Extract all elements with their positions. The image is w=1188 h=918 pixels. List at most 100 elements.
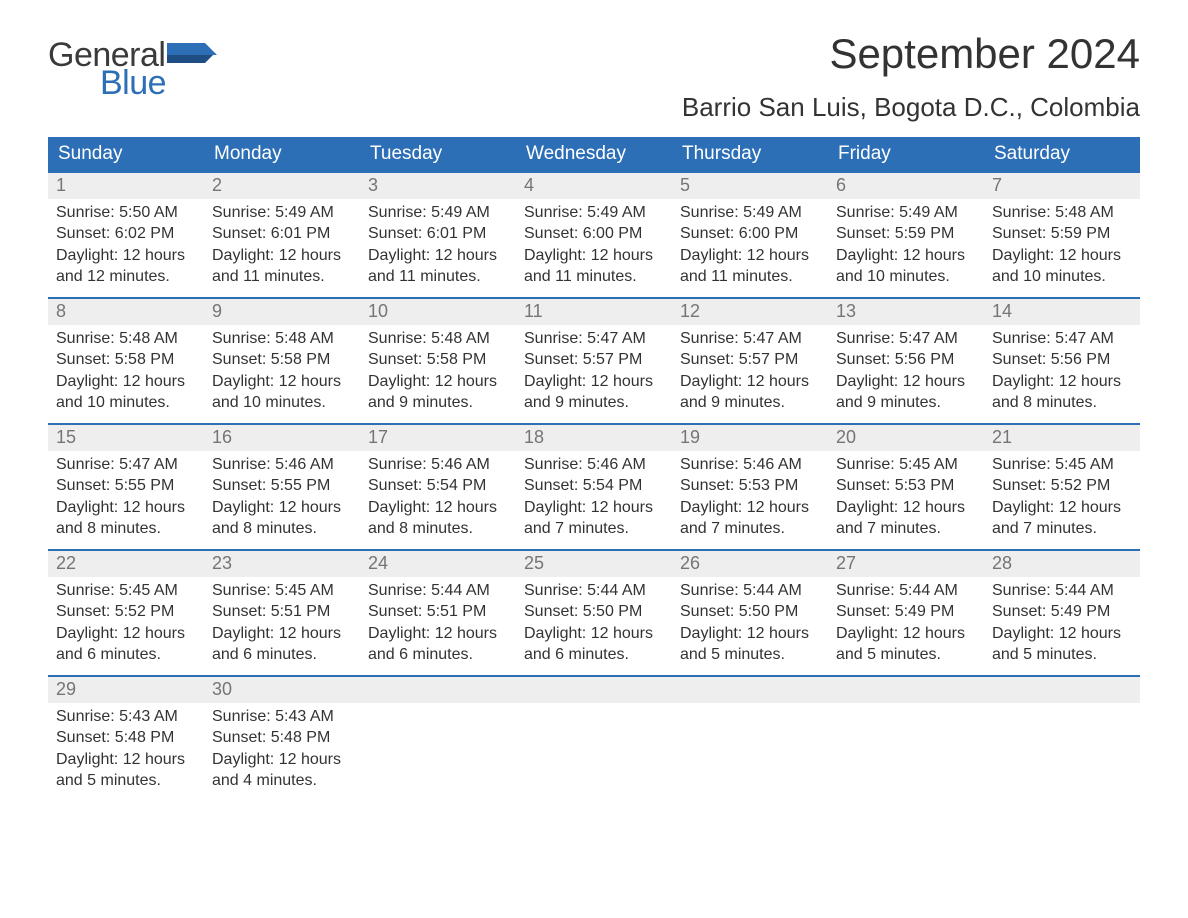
- day-details: Sunrise: 5:46 AMSunset: 5:55 PMDaylight:…: [204, 451, 360, 544]
- day-number: 17: [360, 423, 516, 451]
- day-number: 11: [516, 297, 672, 325]
- sunrise-text: Sunrise: 5:43 AM: [212, 706, 352, 728]
- dl2-text: and 11 minutes.: [212, 266, 352, 288]
- calendar-day-cell: 22Sunrise: 5:45 AMSunset: 5:52 PMDayligh…: [48, 549, 204, 675]
- sunset-text: Sunset: 6:02 PM: [56, 223, 196, 245]
- dl1-text: Daylight: 12 hours: [992, 497, 1132, 519]
- dl2-text: and 7 minutes.: [524, 518, 664, 540]
- weekday-header-row: Sunday Monday Tuesday Wednesday Thursday…: [48, 137, 1140, 171]
- sunset-text: Sunset: 5:51 PM: [368, 601, 508, 623]
- day-details: Sunrise: 5:45 AMSunset: 5:52 PMDaylight:…: [48, 577, 204, 670]
- sunset-text: Sunset: 5:55 PM: [212, 475, 352, 497]
- day-number: 23: [204, 549, 360, 577]
- sunset-text: Sunset: 6:00 PM: [524, 223, 664, 245]
- sunrise-text: Sunrise: 5:46 AM: [524, 454, 664, 476]
- day-details: Sunrise: 5:47 AMSunset: 5:57 PMDaylight:…: [516, 325, 672, 418]
- calendar-day-cell: [672, 675, 828, 801]
- day-number: 6: [828, 171, 984, 199]
- day-number: 8: [48, 297, 204, 325]
- dl1-text: Daylight: 12 hours: [212, 245, 352, 267]
- dl2-text: and 9 minutes.: [368, 392, 508, 414]
- calendar-day-cell: 27Sunrise: 5:44 AMSunset: 5:49 PMDayligh…: [828, 549, 984, 675]
- calendar-day-cell: 25Sunrise: 5:44 AMSunset: 5:50 PMDayligh…: [516, 549, 672, 675]
- sunset-text: Sunset: 5:52 PM: [992, 475, 1132, 497]
- dl2-text: and 5 minutes.: [56, 770, 196, 792]
- dl1-text: Daylight: 12 hours: [56, 623, 196, 645]
- sunrise-text: Sunrise: 5:47 AM: [992, 328, 1132, 350]
- day-number: 4: [516, 171, 672, 199]
- sunset-text: Sunset: 5:56 PM: [836, 349, 976, 371]
- weekday-header: Wednesday: [516, 137, 672, 171]
- day-details: Sunrise: 5:47 AMSunset: 5:56 PMDaylight:…: [984, 325, 1140, 418]
- sunset-text: Sunset: 5:55 PM: [56, 475, 196, 497]
- sunset-text: Sunset: 5:53 PM: [836, 475, 976, 497]
- day-details: Sunrise: 5:43 AMSunset: 5:48 PMDaylight:…: [204, 703, 360, 796]
- day-number: [360, 675, 516, 703]
- calendar-day-cell: 5 Sunrise: 5:49 AMSunset: 6:00 PMDaylight…: [672, 171, 828, 297]
- day-number: 12: [672, 297, 828, 325]
- month-title: September 2024: [682, 30, 1140, 78]
- sunrise-text: Sunrise: 5:45 AM: [56, 580, 196, 602]
- dl1-text: Daylight: 12 hours: [680, 245, 820, 267]
- sunset-text: Sunset: 5:57 PM: [524, 349, 664, 371]
- day-number: 5: [672, 171, 828, 199]
- dl2-text: and 10 minutes.: [212, 392, 352, 414]
- weekday-header: Thursday: [672, 137, 828, 171]
- day-details: Sunrise: 5:45 AMSunset: 5:53 PMDaylight:…: [828, 451, 984, 544]
- day-details: Sunrise: 5:49 AMSunset: 5:59 PMDaylight:…: [828, 199, 984, 292]
- dl2-text: and 8 minutes.: [56, 518, 196, 540]
- day-number: [828, 675, 984, 703]
- sunrise-text: Sunrise: 5:47 AM: [836, 328, 976, 350]
- dl1-text: Daylight: 12 hours: [212, 497, 352, 519]
- sunrise-text: Sunrise: 5:44 AM: [524, 580, 664, 602]
- day-number: 28: [984, 549, 1140, 577]
- dl1-text: Daylight: 12 hours: [836, 623, 976, 645]
- day-details: Sunrise: 5:47 AMSunset: 5:55 PMDaylight:…: [48, 451, 204, 544]
- dl2-text: and 7 minutes.: [680, 518, 820, 540]
- dl2-text: and 8 minutes.: [212, 518, 352, 540]
- calendar-day-cell: 8Sunrise: 5:48 AMSunset: 5:58 PMDaylight…: [48, 297, 204, 423]
- sunrise-text: Sunrise: 5:45 AM: [212, 580, 352, 602]
- day-details: Sunrise: 5:44 AMSunset: 5:50 PMDaylight:…: [516, 577, 672, 670]
- day-number: 25: [516, 549, 672, 577]
- calendar-week-row: 22Sunrise: 5:45 AMSunset: 5:52 PMDayligh…: [48, 549, 1140, 675]
- sunset-text: Sunset: 5:58 PM: [212, 349, 352, 371]
- day-number: 19: [672, 423, 828, 451]
- sunrise-text: Sunrise: 5:46 AM: [368, 454, 508, 476]
- day-number: 3: [360, 171, 516, 199]
- dl2-text: and 10 minutes.: [836, 266, 976, 288]
- calendar-day-cell: 24Sunrise: 5:44 AMSunset: 5:51 PMDayligh…: [360, 549, 516, 675]
- dl1-text: Daylight: 12 hours: [56, 749, 196, 771]
- dl2-text: and 6 minutes.: [524, 644, 664, 666]
- sunrise-text: Sunrise: 5:49 AM: [680, 202, 820, 224]
- dl2-text: and 8 minutes.: [992, 392, 1132, 414]
- dl1-text: Daylight: 12 hours: [836, 371, 976, 393]
- day-number: 16: [204, 423, 360, 451]
- dl1-text: Daylight: 12 hours: [524, 371, 664, 393]
- calendar-day-cell: 1Sunrise: 5:50 AMSunset: 6:02 PMDaylight…: [48, 171, 204, 297]
- sunrise-text: Sunrise: 5:49 AM: [524, 202, 664, 224]
- day-details: Sunrise: 5:49 AMSunset: 6:00 PMDaylight:…: [516, 199, 672, 292]
- calendar-day-cell: 21Sunrise: 5:45 AMSunset: 5:52 PMDayligh…: [984, 423, 1140, 549]
- dl1-text: Daylight: 12 hours: [992, 623, 1132, 645]
- sunrise-text: Sunrise: 5:44 AM: [680, 580, 820, 602]
- day-number: [516, 675, 672, 703]
- calendar-day-cell: 9Sunrise: 5:48 AMSunset: 5:58 PMDaylight…: [204, 297, 360, 423]
- sunset-text: Sunset: 6:01 PM: [212, 223, 352, 245]
- dl2-text: and 11 minutes.: [680, 266, 820, 288]
- calendar-day-cell: 7Sunrise: 5:48 AMSunset: 5:59 PMDaylight…: [984, 171, 1140, 297]
- dl1-text: Daylight: 12 hours: [680, 497, 820, 519]
- sunset-text: Sunset: 6:00 PM: [680, 223, 820, 245]
- calendar-day-cell: [516, 675, 672, 801]
- sunset-text: Sunset: 5:58 PM: [56, 349, 196, 371]
- day-number: [672, 675, 828, 703]
- sunrise-text: Sunrise: 5:47 AM: [680, 328, 820, 350]
- calendar-table: Sunday Monday Tuesday Wednesday Thursday…: [48, 137, 1140, 801]
- sunset-text: Sunset: 5:52 PM: [56, 601, 196, 623]
- sunset-text: Sunset: 5:54 PM: [524, 475, 664, 497]
- dl2-text: and 6 minutes.: [368, 644, 508, 666]
- sunrise-text: Sunrise: 5:48 AM: [992, 202, 1132, 224]
- sunrise-text: Sunrise: 5:44 AM: [836, 580, 976, 602]
- dl2-text: and 5 minutes.: [680, 644, 820, 666]
- day-details: Sunrise: 5:44 AMSunset: 5:51 PMDaylight:…: [360, 577, 516, 670]
